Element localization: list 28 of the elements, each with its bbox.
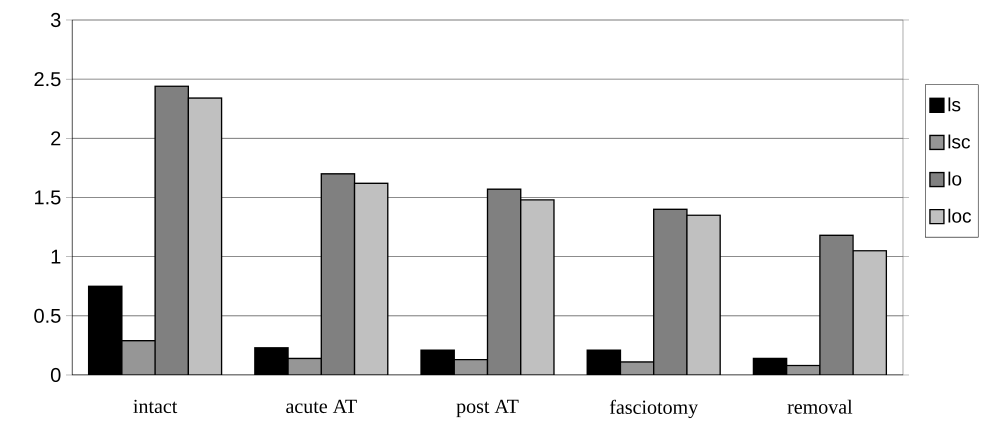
bar — [520, 200, 554, 375]
bar — [321, 174, 355, 375]
x-tick-label: post AT — [456, 400, 519, 418]
bar — [686, 215, 720, 375]
bar — [288, 358, 322, 375]
x-tick-label: intact — [133, 400, 178, 414]
bar — [819, 234, 854, 375]
x-tick-label: acute AT — [286, 400, 357, 414]
bar — [122, 340, 156, 375]
x-tick-label: fasciotomy — [610, 400, 698, 418]
legend-label: ls — [948, 97, 960, 112]
legend-label: lsc — [948, 134, 970, 149]
y-tick-label: 2.5 — [34, 72, 60, 86]
y-tick-label: 1 — [52, 250, 60, 264]
x-tick-label: removal — [788, 400, 852, 414]
y-tick-label: 0.5 — [34, 308, 60, 323]
y-tick-label: 1.5 — [35, 190, 60, 204]
bar — [654, 209, 687, 375]
bar — [188, 98, 222, 375]
legend-label: loc — [948, 208, 972, 223]
bar — [852, 250, 888, 375]
legend-label: lo — [948, 172, 962, 186]
bar — [354, 183, 388, 375]
y-tick-label: 0 — [50, 368, 61, 382]
bar — [488, 189, 521, 375]
bar — [155, 86, 188, 375]
y-tick-label: 2 — [51, 131, 60, 146]
y-tick-label: 3 — [50, 12, 60, 28]
